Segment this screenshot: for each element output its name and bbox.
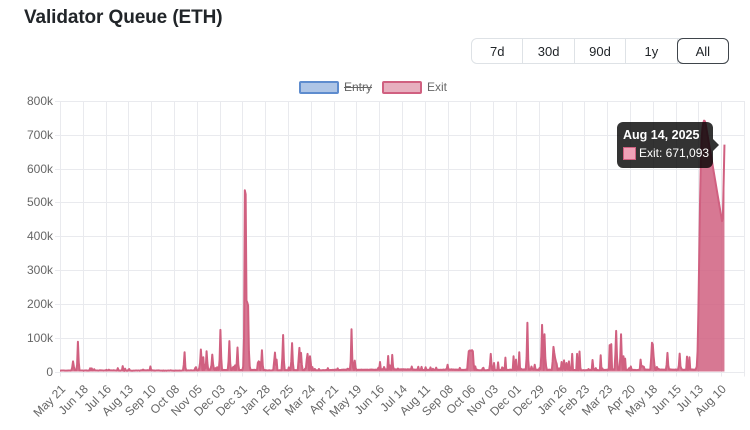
y-axis-label: 0 (46, 364, 53, 379)
y-axis-label: 500k (26, 195, 53, 210)
range-button-all[interactable]: All (676, 38, 730, 64)
y-axis-label: 200k (26, 296, 53, 311)
y-axis-label: 700k (26, 127, 53, 142)
y-axis-label: 300k (26, 263, 53, 278)
y-axis-label: 800k (26, 94, 53, 108)
y-axis-label: 400k (26, 229, 53, 244)
tooltip-date: Aug 14, 2025 (623, 128, 700, 142)
tooltip-caret (713, 139, 719, 151)
tooltip-value: Exit: 671,093 (639, 146, 710, 160)
chart-tooltip: Aug 14, 2025 Exit: 671,093 (617, 122, 719, 168)
y-axis-label: 100k (26, 330, 53, 345)
y-axis-label: 600k (26, 161, 53, 176)
tooltip-series-swatch (623, 146, 636, 160)
tooltip-row: Exit: 671,093 (623, 146, 710, 160)
